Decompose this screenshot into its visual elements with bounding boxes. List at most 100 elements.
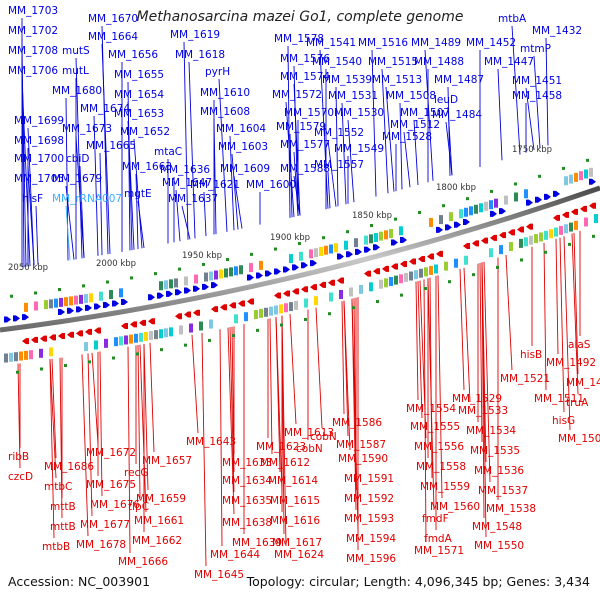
leader-line	[65, 205, 71, 261]
category-block-forward	[164, 280, 168, 290]
gene-label-reverse: MM_1616	[270, 515, 320, 527]
reverse-gene-arrow	[472, 240, 479, 247]
leader-line	[371, 49, 377, 197]
gene-labels: MM_1703 MM_1702 MM_1708 mutS MM_1706 mutL MM_1…	[8, 5, 600, 581]
forward-gene-arrow	[400, 237, 407, 243]
tick-mark	[106, 280, 109, 284]
category-block-reverse	[29, 350, 33, 360]
gene-label-reverse: MM_1639	[232, 537, 282, 549]
gene-label-reverse: MM_1614	[268, 475, 318, 487]
forward-gene-arrow	[58, 309, 65, 316]
category-block-reverse	[359, 284, 363, 294]
forward-gene-arrow	[193, 285, 200, 292]
reverse-gene-arrow	[553, 214, 560, 221]
gene-label-forward: MM_1489	[411, 37, 461, 49]
gene-label-forward: MM_1451	[512, 75, 562, 87]
gene-label-reverse: MM_1596	[346, 553, 396, 565]
category-block-reverse	[329, 292, 333, 302]
reverse-gene-arrow	[481, 237, 488, 244]
category-block-reverse	[429, 265, 433, 275]
leader-line	[543, 242, 547, 391]
category-block-forward	[484, 201, 488, 211]
reverse-gene-arrow	[193, 309, 200, 316]
leader-line	[175, 189, 181, 242]
category-block-forward	[224, 268, 228, 278]
category-block-forward	[439, 215, 443, 225]
forward-gene-arrow	[13, 315, 20, 322]
leader-line	[183, 41, 189, 240]
leader-line	[203, 191, 207, 237]
category-block-reverse	[404, 272, 408, 282]
tick-mark	[496, 265, 499, 269]
category-block-reverse	[414, 270, 418, 280]
gene-label-reverse: MM_1559	[420, 481, 470, 493]
gene-label-forward: MM_1530	[334, 107, 384, 119]
category-block-forward	[589, 167, 593, 177]
category-block-reverse	[94, 340, 98, 350]
reverse-gene-arrow	[427, 253, 434, 260]
category-block-forward	[334, 243, 338, 253]
reverse-gene-arrow	[499, 232, 506, 239]
category-block-reverse	[549, 229, 553, 239]
gene-label-forward: MM_1706	[8, 65, 58, 77]
gene-label-forward: MM_1447	[484, 56, 534, 68]
forward-gene-arrow	[148, 294, 155, 301]
category-block-forward	[249, 263, 253, 273]
leader-line	[413, 119, 419, 186]
leader-line	[281, 315, 287, 547]
gene-label-reverse: MM_1617	[272, 537, 322, 549]
leader-line	[93, 115, 99, 256]
gene-label-reverse: hisG	[552, 415, 575, 427]
scale-label: 1850 kbp	[352, 211, 392, 221]
category-block-forward	[569, 174, 573, 184]
gene-label-forward: mutL	[62, 65, 89, 77]
gene-label-reverse: MM_1675	[86, 479, 136, 491]
reverse-gene-arrow	[391, 263, 398, 270]
category-block-reverse	[209, 319, 213, 329]
forward-gene-arrow	[373, 244, 380, 251]
leader-line	[459, 268, 465, 391]
gene-label-reverse: MM_1657	[142, 455, 192, 467]
gene-label-reverse: MM_1634	[222, 475, 272, 487]
tick-mark	[226, 258, 229, 262]
forward-gene-arrow	[436, 226, 443, 233]
leader-line	[269, 318, 273, 455]
reverse-gene-arrow	[94, 327, 101, 334]
category-block-forward	[384, 230, 388, 240]
gene-label-reverse: czcD	[8, 471, 33, 483]
leader-line	[573, 232, 579, 375]
map-title: Methanosarcina mazei Go1, complete genom…	[136, 9, 464, 25]
category-block-forward	[44, 300, 48, 310]
leader-line	[218, 78, 228, 232]
category-block-reverse	[424, 267, 428, 277]
forward-gene-arrow	[292, 264, 299, 271]
forward-gene-arrow	[301, 262, 308, 269]
gene-label-reverse: MM_1624	[274, 549, 324, 561]
category-block-reverse	[419, 268, 423, 278]
leader-line	[423, 279, 427, 543]
scale-labels: 1750 kbp 1800 kbp 1850 kbp 1900 kbp 1950 kbp…	[8, 145, 552, 273]
leader-line	[447, 106, 453, 176]
leader-line	[188, 61, 196, 239]
category-block-forward	[54, 298, 58, 308]
gene-label-forward: MM_1636	[160, 164, 210, 176]
gene-label-reverse: alaS	[568, 339, 591, 351]
gene-label-reverse: MM_1492	[546, 357, 596, 369]
leader-line	[59, 357, 63, 519]
category-block-reverse	[124, 335, 128, 345]
category-block-reverse	[254, 309, 258, 319]
gene-label-reverse: mttB	[50, 501, 76, 513]
leader-line	[293, 83, 301, 216]
category-block-forward	[344, 240, 348, 250]
gene-label-reverse: MM_1590	[338, 453, 388, 465]
leader-line	[483, 261, 491, 483]
forward-gene-arrow	[85, 304, 92, 311]
category-block-forward	[494, 198, 498, 208]
leader-line	[559, 237, 565, 413]
scale-label: 1950 kbp	[182, 251, 222, 261]
forward-gene-arrow	[247, 274, 254, 281]
tick-mark	[442, 204, 445, 208]
category-block-reverse	[394, 275, 398, 285]
category-block-reverse	[24, 350, 28, 360]
